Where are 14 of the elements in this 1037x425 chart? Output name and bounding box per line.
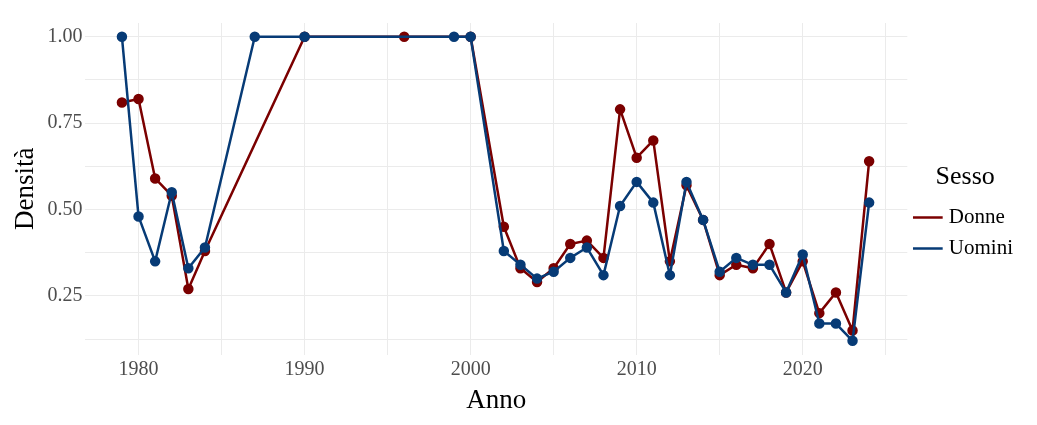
y-tick-label: 0.50 bbox=[47, 196, 83, 219]
legend-title: Sesso bbox=[935, 160, 995, 190]
x-tick-label: 2000 bbox=[450, 356, 491, 379]
y-tick-label: 0.25 bbox=[47, 283, 83, 306]
x-tick-label: 2020 bbox=[782, 356, 823, 379]
y-tick-label: 0.75 bbox=[47, 110, 83, 133]
x-axis-title: Anno bbox=[466, 383, 527, 414]
y-axis-title: Densità bbox=[9, 147, 40, 231]
x-tick-label: 2010 bbox=[616, 356, 657, 379]
y-tick-label: 1.00 bbox=[47, 24, 83, 47]
x-tick-label: 1980 bbox=[118, 356, 159, 379]
legend-label: Uomini bbox=[948, 235, 1014, 260]
x-tick-label: 1990 bbox=[284, 356, 325, 379]
legend-label: Donne bbox=[948, 204, 1005, 229]
